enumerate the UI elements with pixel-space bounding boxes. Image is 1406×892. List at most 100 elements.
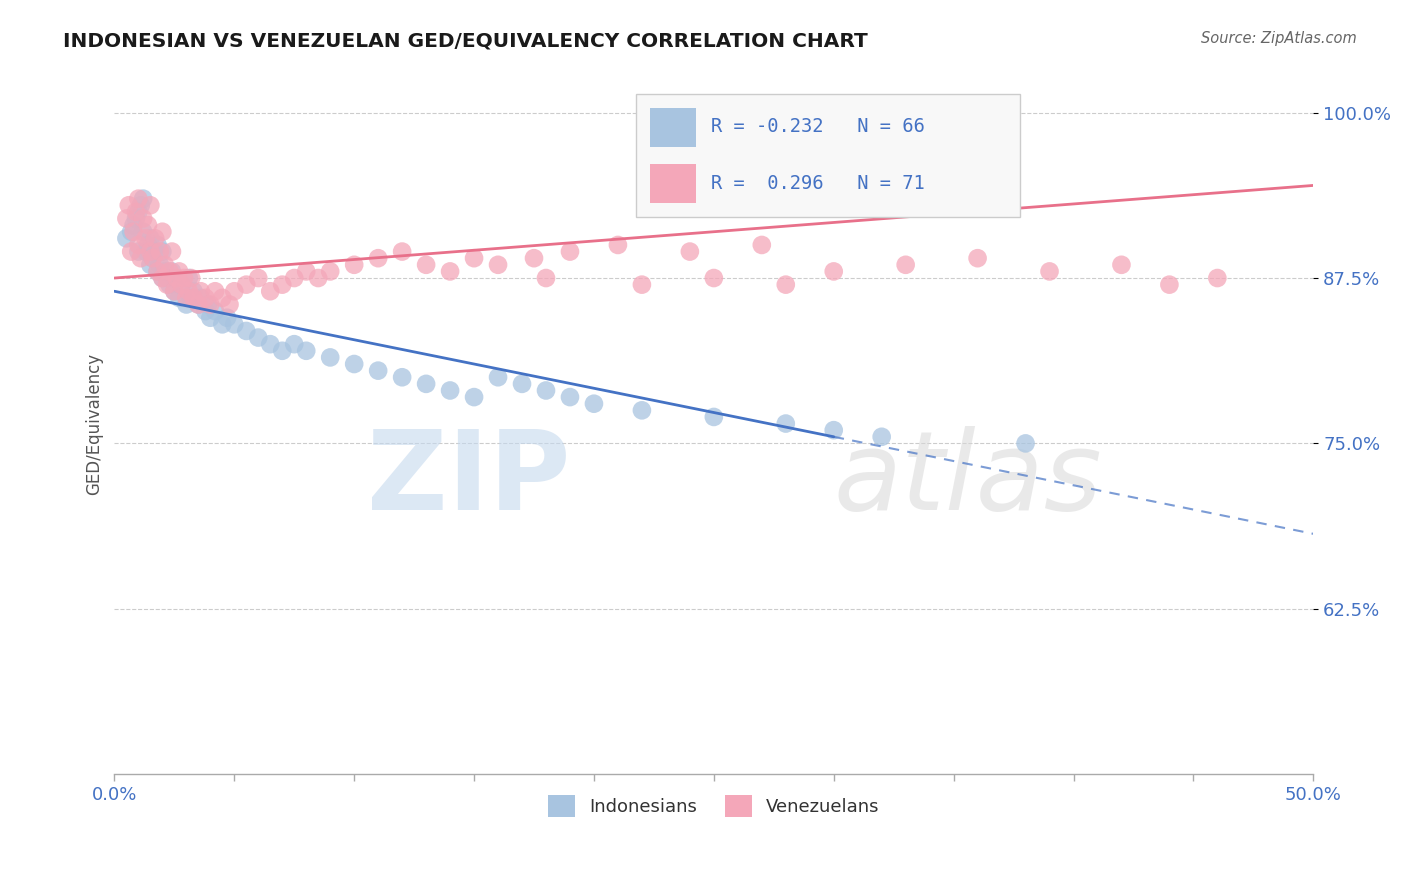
Point bbox=[775, 417, 797, 431]
Point bbox=[167, 291, 190, 305]
Point bbox=[510, 376, 533, 391]
Point bbox=[775, 277, 797, 292]
Point bbox=[224, 318, 246, 332]
Point bbox=[235, 324, 257, 338]
Point bbox=[143, 244, 166, 259]
Point bbox=[1111, 258, 1133, 272]
Point bbox=[180, 271, 202, 285]
Text: INDONESIAN VS VENEZUELAN GED/EQUIVALENCY CORRELATION CHART: INDONESIAN VS VENEZUELAN GED/EQUIVALENCY… bbox=[63, 31, 868, 50]
Text: R = -0.232   N = 66: R = -0.232 N = 66 bbox=[711, 118, 925, 136]
Point bbox=[163, 285, 186, 299]
Point bbox=[870, 430, 893, 444]
FancyBboxPatch shape bbox=[636, 94, 1019, 217]
Point bbox=[894, 258, 917, 272]
Point bbox=[194, 291, 217, 305]
Point bbox=[523, 251, 546, 265]
Point bbox=[127, 192, 149, 206]
Point bbox=[295, 264, 318, 278]
Point bbox=[129, 251, 152, 265]
Point bbox=[129, 198, 152, 212]
Point bbox=[143, 231, 166, 245]
Text: R =  0.296   N = 71: R = 0.296 N = 71 bbox=[711, 174, 925, 193]
Point bbox=[139, 258, 162, 272]
Point bbox=[120, 225, 142, 239]
Point bbox=[125, 211, 148, 226]
Point bbox=[166, 271, 188, 285]
Point bbox=[966, 251, 988, 265]
Point bbox=[177, 271, 200, 285]
Point bbox=[247, 271, 270, 285]
Point bbox=[150, 244, 173, 259]
Bar bbox=[651, 108, 696, 146]
Point bbox=[136, 218, 159, 232]
Point bbox=[153, 258, 176, 272]
Point bbox=[224, 285, 246, 299]
Point bbox=[132, 211, 155, 226]
Point bbox=[631, 277, 654, 292]
Point bbox=[135, 244, 157, 259]
Point bbox=[156, 271, 179, 285]
Point bbox=[146, 264, 169, 278]
Point bbox=[115, 231, 138, 245]
Point bbox=[283, 337, 305, 351]
Text: Source: ZipAtlas.com: Source: ZipAtlas.com bbox=[1201, 31, 1357, 46]
Point bbox=[153, 264, 176, 278]
Point bbox=[204, 304, 226, 318]
Legend: Indonesians, Venezuelans: Indonesians, Venezuelans bbox=[541, 789, 887, 825]
Point bbox=[122, 225, 145, 239]
Point bbox=[486, 258, 509, 272]
Point bbox=[187, 297, 209, 311]
Point bbox=[120, 244, 142, 259]
Point bbox=[183, 285, 205, 299]
Point bbox=[190, 291, 212, 305]
Point bbox=[703, 409, 725, 424]
Point bbox=[190, 285, 212, 299]
Point bbox=[751, 238, 773, 252]
Point bbox=[163, 285, 186, 299]
Point bbox=[204, 285, 226, 299]
Point bbox=[176, 291, 198, 305]
Point bbox=[319, 264, 342, 278]
Point bbox=[259, 337, 281, 351]
Point bbox=[391, 244, 413, 259]
Point bbox=[177, 285, 200, 299]
Point bbox=[582, 397, 605, 411]
Point bbox=[217, 310, 239, 325]
Point bbox=[486, 370, 509, 384]
Point bbox=[163, 271, 186, 285]
Point bbox=[534, 384, 557, 398]
Point bbox=[127, 205, 149, 219]
Point bbox=[127, 244, 149, 259]
Bar bbox=[651, 164, 696, 202]
Point bbox=[159, 264, 181, 278]
Point bbox=[180, 291, 202, 305]
Point bbox=[167, 264, 190, 278]
Y-axis label: GED/Equivalency: GED/Equivalency bbox=[86, 352, 103, 495]
Point bbox=[115, 211, 138, 226]
Point bbox=[271, 277, 294, 292]
Point bbox=[558, 390, 581, 404]
Point bbox=[463, 251, 485, 265]
Point bbox=[211, 318, 233, 332]
Point bbox=[1159, 277, 1181, 292]
Point bbox=[319, 351, 342, 365]
Point bbox=[170, 277, 193, 292]
Point bbox=[136, 238, 159, 252]
Point bbox=[173, 271, 195, 285]
Point bbox=[132, 225, 155, 239]
Point bbox=[118, 198, 141, 212]
Point bbox=[823, 423, 845, 437]
Point bbox=[159, 277, 181, 292]
Point bbox=[183, 291, 205, 305]
Point bbox=[463, 390, 485, 404]
Point bbox=[176, 297, 198, 311]
Point bbox=[156, 277, 179, 292]
Point bbox=[1014, 436, 1036, 450]
Point bbox=[558, 244, 581, 259]
Point bbox=[247, 330, 270, 344]
Point bbox=[142, 251, 165, 265]
Point bbox=[125, 205, 148, 219]
Point bbox=[150, 271, 173, 285]
Point bbox=[679, 244, 702, 259]
Point bbox=[127, 238, 149, 252]
